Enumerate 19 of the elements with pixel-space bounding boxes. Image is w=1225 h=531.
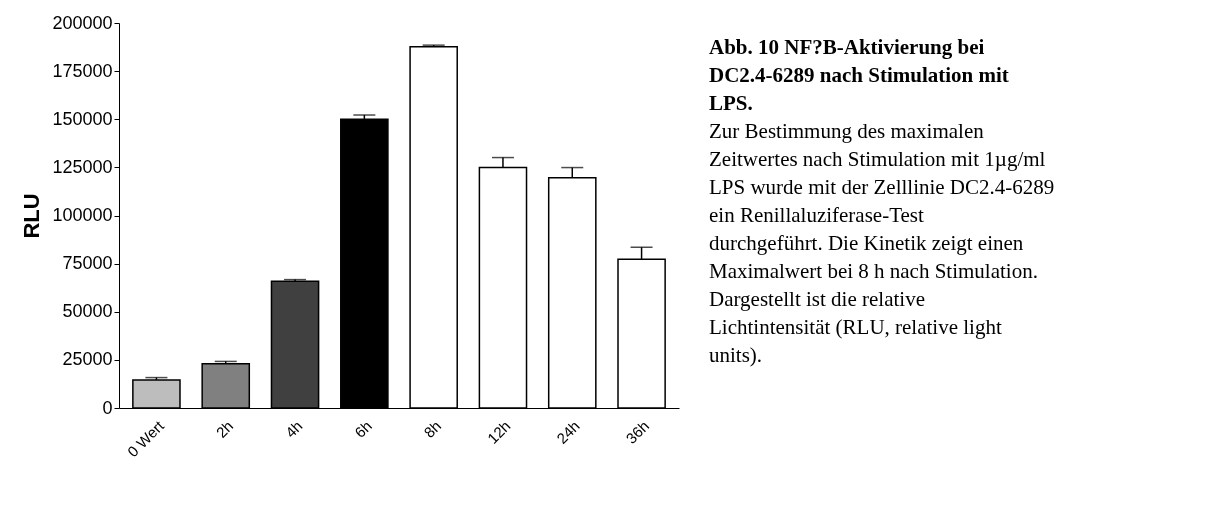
y-tick-label: 25000	[62, 349, 113, 370]
x-tick-label: 6h	[351, 417, 375, 441]
y-tick-label: 200000	[52, 12, 113, 33]
y-axis-title: RLU	[19, 193, 45, 239]
text: Zur Bestimmung des maximalen Zeitwertes nach Stimulation mit 1µg/ml LPS wurde mit der Zelllinie DC2.4-6289 ein Renillaluziferase-Test durchgeführt. Die Kinetik zeigt einen Maximalwert bei 8 h nach Stimulation. Dargestellt ist die relative Lichtintensität (RLU, relative light units).	[709, 119, 1055, 367]
x-tick-label: 4h	[281, 417, 306, 441]
x-tick-label: 36h	[622, 417, 653, 447]
x-tick-label: 2h	[212, 417, 237, 441]
y-tick-label: 175000	[52, 60, 113, 81]
y-tick-label: 50000	[62, 301, 113, 322]
y-tick-label: 0	[102, 397, 113, 418]
x-tick-label: 12h	[483, 417, 514, 447]
x-tick-label: 24h	[553, 417, 583, 447]
y-tick-label: 125000	[52, 156, 113, 177]
text: Abb. 10 NF?B-Aktivierung bei DC2.4-6289 nach Stimulation mit LPS.	[709, 35, 1009, 115]
y-tick-label: 100000	[52, 205, 113, 225]
y-tick-label: 75000	[62, 253, 113, 274]
y-tick-label: 150000	[52, 108, 113, 129]
x-tick-label: 8h	[420, 417, 445, 441]
